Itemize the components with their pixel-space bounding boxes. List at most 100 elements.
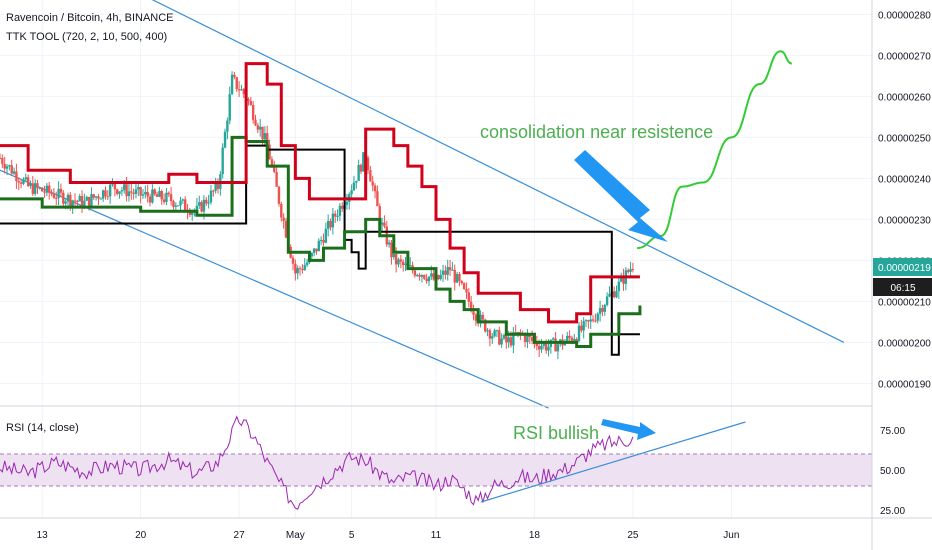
countdown-value: 06:15 xyxy=(890,283,915,294)
price-tick-label: 0.00000260 xyxy=(878,92,931,103)
candle-body xyxy=(160,191,163,200)
candle-body xyxy=(294,263,297,274)
candle-body xyxy=(146,191,149,197)
candle-body xyxy=(556,344,560,352)
candle-body xyxy=(329,220,332,228)
candle-body xyxy=(584,320,588,322)
candle-body xyxy=(331,213,335,228)
candle-body xyxy=(608,293,611,297)
candle-body xyxy=(134,189,138,194)
time-tick-label: 20 xyxy=(135,530,147,541)
candle-body xyxy=(580,325,583,331)
candle-body xyxy=(19,182,23,184)
candle-body xyxy=(240,89,243,91)
candle-body xyxy=(352,182,356,191)
candle-body xyxy=(413,270,417,276)
candles xyxy=(0,71,635,360)
candle-body xyxy=(101,190,105,199)
ttk-lines xyxy=(0,62,642,356)
candle-body xyxy=(451,269,454,271)
candle-body xyxy=(495,330,499,332)
candle-body xyxy=(547,346,550,351)
candle-body xyxy=(132,192,135,194)
candle-body xyxy=(172,201,175,207)
candle-body xyxy=(123,184,126,191)
rsi-legend[interactable]: RSI (14, close) xyxy=(6,422,79,434)
candle-body xyxy=(542,343,546,346)
candle-body xyxy=(223,131,227,148)
candle-body xyxy=(455,274,459,283)
candle-body xyxy=(40,187,44,192)
candle-body xyxy=(268,144,271,160)
rsi-line xyxy=(0,415,634,510)
forecast-path xyxy=(637,50,793,250)
candle-body xyxy=(479,314,482,324)
candle-body xyxy=(303,265,306,271)
candle-body xyxy=(486,330,489,332)
candle-body xyxy=(345,201,349,205)
candle-body xyxy=(261,126,264,140)
symbol-legend[interactable]: Ravencoin / Bitcoin, 4h, BINANCE xyxy=(6,12,174,24)
candle-body xyxy=(312,248,316,254)
candle-body xyxy=(587,320,590,322)
candle-body xyxy=(8,165,11,167)
candle-body xyxy=(467,292,471,302)
candle-body xyxy=(301,269,304,271)
candle-body xyxy=(158,191,161,197)
candle-body xyxy=(591,319,595,321)
candle-body xyxy=(214,182,217,191)
candle-body xyxy=(167,192,170,195)
candle-body xyxy=(336,215,339,217)
candle-body xyxy=(291,257,295,264)
candle-body xyxy=(12,171,16,174)
rsi-band xyxy=(0,454,872,486)
candle-body xyxy=(528,335,531,337)
candle-body xyxy=(237,89,241,91)
rsi-axis[interactable]: 75.00 50.00 25.00 xyxy=(880,426,905,517)
candle-body xyxy=(465,288,468,293)
candle-body xyxy=(594,320,597,322)
candle-body xyxy=(537,346,541,350)
candle-body xyxy=(263,133,267,140)
candle-body xyxy=(198,202,201,206)
candle-body xyxy=(57,188,60,199)
candle-body xyxy=(573,339,576,341)
candle-body xyxy=(315,248,318,252)
candle-body xyxy=(472,311,475,315)
candle-body xyxy=(589,319,592,322)
consolidation-annotation: consolidation near resistence xyxy=(480,122,713,142)
candle-body xyxy=(270,159,274,166)
candle-body xyxy=(76,200,79,202)
candle-body xyxy=(505,335,508,343)
candle-body xyxy=(631,268,635,270)
countdown-box xyxy=(873,278,932,296)
candle-body xyxy=(36,183,39,188)
candle-body xyxy=(10,165,13,174)
candle-body xyxy=(334,213,337,217)
candle-body xyxy=(399,259,403,262)
candle-body xyxy=(92,194,95,198)
candle-body xyxy=(544,343,548,351)
candle-body xyxy=(481,314,485,320)
channel-lines xyxy=(0,0,845,409)
candle-body xyxy=(462,283,466,289)
current-price-tag: 0.00000219 06:15 xyxy=(873,258,932,296)
candle-body xyxy=(446,267,449,275)
candle-body xyxy=(582,321,585,331)
price-tick-label: 0.00000270 xyxy=(878,51,931,62)
price-tick-label: 0.00000250 xyxy=(878,133,931,144)
time-axis[interactable]: 13 20 27 May 5 11 18 25 Jun xyxy=(37,530,740,541)
price-tick-label: 0.00000230 xyxy=(878,215,931,226)
rsi-arrow xyxy=(601,419,656,440)
candle-body xyxy=(254,119,257,126)
candle-body xyxy=(420,274,424,277)
indicator-legend[interactable]: TTK TOOL (720, 2, 10, 500, 400) xyxy=(6,31,167,43)
candle-body xyxy=(151,189,154,203)
candle-body xyxy=(629,268,632,272)
candle-body xyxy=(137,187,140,190)
candle-body xyxy=(387,242,391,245)
candle-body xyxy=(474,314,478,321)
candle-body xyxy=(596,313,599,321)
candle-body xyxy=(275,172,278,187)
